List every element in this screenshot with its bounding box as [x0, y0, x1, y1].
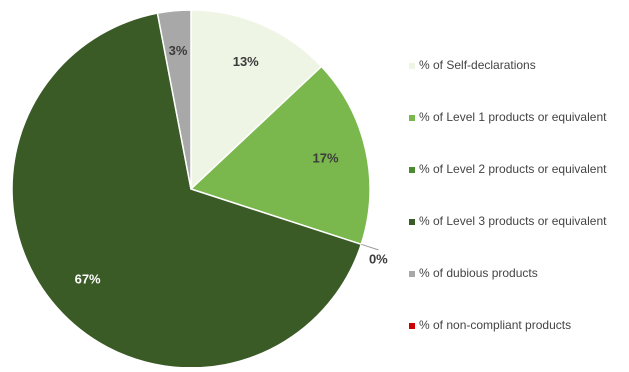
- leader-line-of-level-2-products-or-equivalent: [361, 243, 379, 251]
- pie-slice-of-dubious-products: [156, 9, 192, 190]
- legend: % of Self-declarations % of Level 1 produ…: [409, 58, 607, 332]
- legend-swatch: [409, 271, 415, 277]
- legend-item-of-level-1-products-or-equivalent: % of Level 1 products or equivalent: [409, 110, 607, 124]
- pie-slice-of-level-3-products-or-equivalent: [11, 12, 363, 369]
- data-label-of-level-1-products-or-equivalent: 17%: [312, 150, 338, 165]
- pie-slice-of-level-1-products-or-equivalent: [189, 65, 371, 246]
- legend-swatch: [409, 167, 415, 173]
- legend-swatch: [409, 63, 415, 69]
- legend-item-of-self-declarations: % of Self-declarations: [409, 58, 536, 72]
- pie-slice-of-self-declarations: [190, 9, 323, 191]
- legend-item-of-level-3-products-or-equivalent: % of Level 3 products or equivalent: [409, 214, 607, 228]
- legend-swatch: [409, 219, 415, 225]
- pie-slices: [11, 9, 371, 369]
- data-label-of-dubious-products: 3%: [169, 43, 188, 58]
- legend-label: % of dubious products: [419, 266, 538, 280]
- pie-data-labels: 13% 17% 0% 67% 3%: [75, 43, 389, 286]
- data-label-of-self-declarations: 13%: [233, 54, 259, 69]
- legend-label: % of Self-declarations: [419, 58, 536, 72]
- legend-swatch: [409, 323, 415, 329]
- legend-label: % of Level 1 products or equivalent: [419, 110, 607, 124]
- legend-item-of-non-compliant-products: % of non-compliant products: [409, 318, 571, 332]
- legend-item-of-dubious-products: % of dubious products: [409, 266, 538, 280]
- legend-label: % of Level 3 products or equivalent: [419, 214, 607, 228]
- legend-swatch: [409, 115, 415, 121]
- legend-label: % of non-compliant products: [419, 318, 571, 332]
- data-label-of-level-2-products-or-equivalent: 0%: [369, 251, 388, 266]
- legend-item-of-level-2-products-or-equivalent: % of Level 2 products or equivalent: [409, 162, 607, 176]
- data-label-of-level-3-products-or-equivalent: 67%: [75, 272, 101, 287]
- legend-label: % of Level 2 products or equivalent: [419, 162, 607, 176]
